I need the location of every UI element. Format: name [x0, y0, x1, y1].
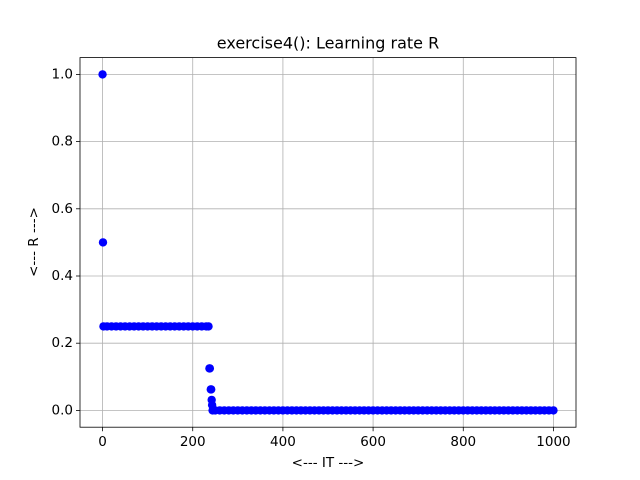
point: [204, 322, 213, 331]
y-tick-label: 0.4: [52, 268, 73, 284]
y-axis-label: <--- R --->: [26, 207, 42, 277]
y-tick-label: 1.0: [52, 66, 73, 82]
point: [549, 406, 558, 415]
point: [207, 385, 216, 394]
x-tick-label: 1000: [536, 434, 570, 450]
chart-title: exercise4(): Learning rate R: [217, 34, 439, 53]
x-tick-label: 600: [360, 434, 386, 450]
x-tick-label: 400: [270, 434, 296, 450]
x-axis-label: <--- IT --->: [292, 455, 365, 471]
point: [98, 238, 108, 247]
y-tick-label: 0.2: [52, 335, 73, 351]
y-tick-label: 0.8: [52, 134, 73, 150]
point: [205, 364, 215, 373]
x-tick-label: 0: [98, 434, 107, 450]
y-tick-label: 0.6: [52, 201, 73, 217]
x-tick-label: 200: [180, 434, 206, 450]
point: [98, 70, 107, 79]
x-tick-label: 800: [450, 434, 476, 450]
plot-frame: [79, 57, 577, 428]
y-tick-label: 0.0: [52, 402, 73, 418]
